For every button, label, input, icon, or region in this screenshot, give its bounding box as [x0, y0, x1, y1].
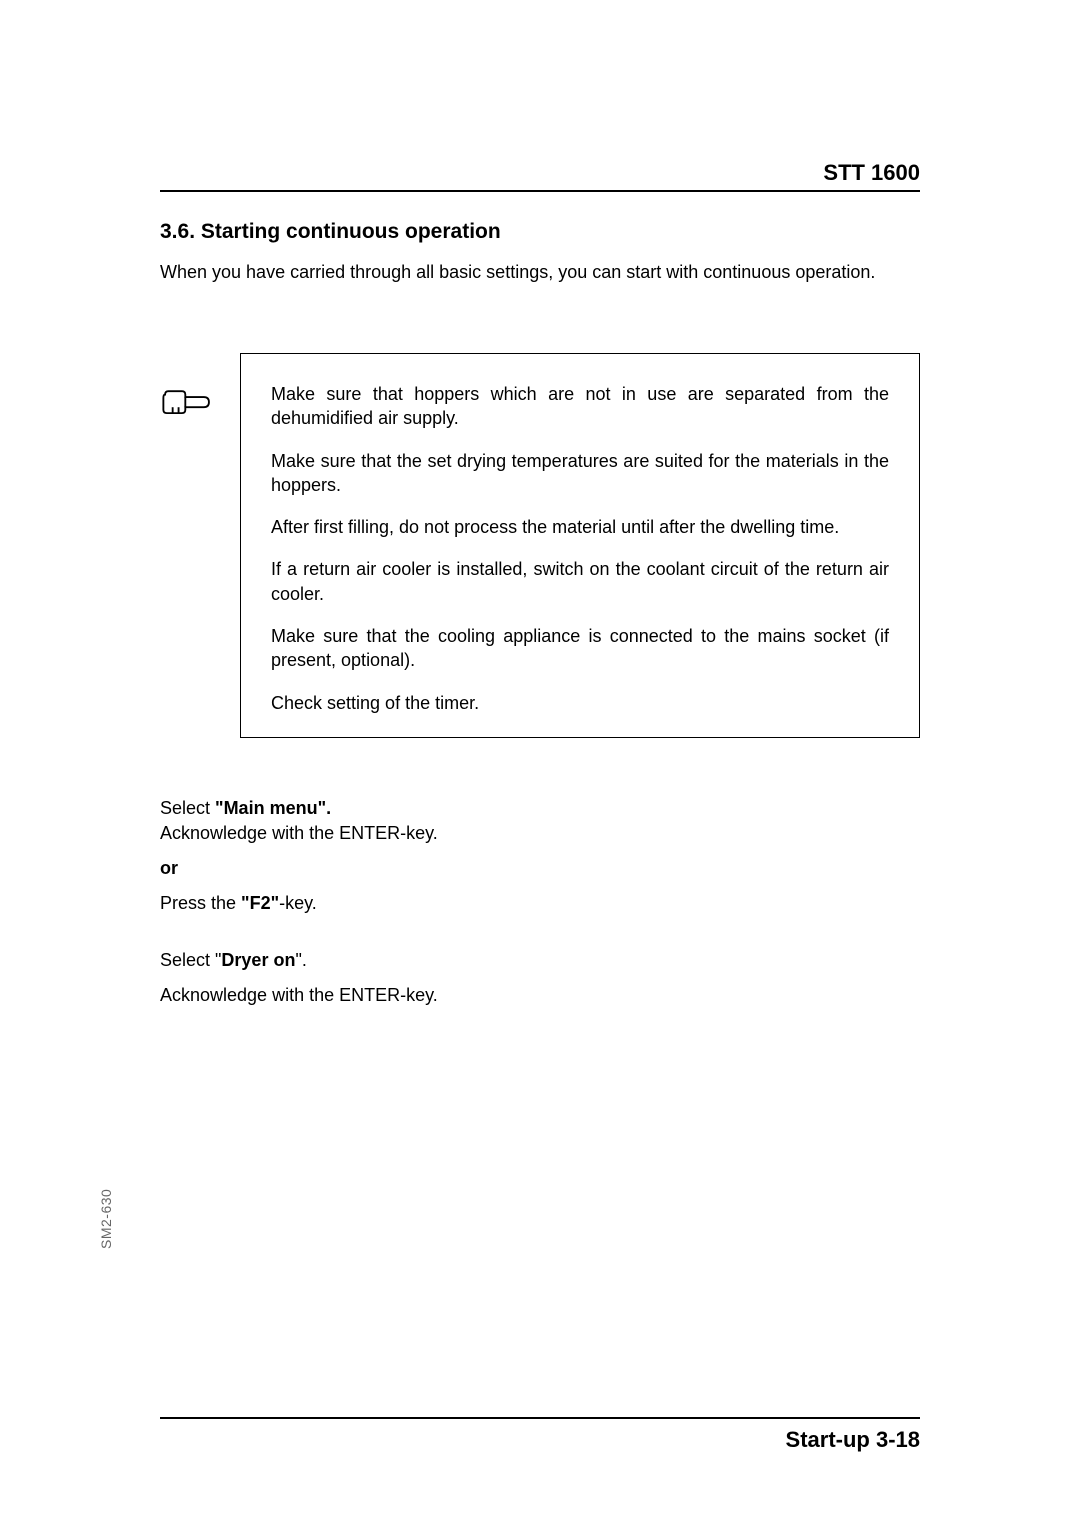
header-rule: STT 1600: [160, 160, 920, 192]
note-item: Make sure that the set drying temperatur…: [271, 449, 889, 498]
step-text: -key.: [279, 893, 317, 913]
step-bold: "Main menu".: [215, 798, 331, 818]
step-ack-enter: Acknowledge with the ENTER-key.: [160, 823, 920, 844]
note-item: Make sure that hoppers which are not in …: [271, 382, 889, 431]
step-bold: "F2": [241, 893, 279, 913]
side-code: SM2-630: [98, 1189, 114, 1249]
step-or: or: [160, 858, 920, 879]
note-row: Make sure that hoppers which are not in …: [160, 353, 920, 738]
point-right-icon: [160, 353, 240, 428]
header-model: STT 1600: [823, 160, 920, 185]
step-text: ".: [295, 950, 306, 970]
step-text: Press the: [160, 893, 241, 913]
step-select-main-menu: Select "Main menu".: [160, 798, 920, 819]
step-bold: Dryer on: [221, 950, 295, 970]
note-item: If a return air cooler is installed, swi…: [271, 557, 889, 606]
step-select-dryer-on: Select "Dryer on".: [160, 950, 920, 971]
section-intro: When you have carried through all basic …: [160, 262, 920, 283]
step-text: Select: [160, 798, 215, 818]
footer: Start-up 3-18: [160, 1417, 920, 1453]
step-ack-enter-2: Acknowledge with the ENTER-key.: [160, 985, 920, 1006]
note-box: Make sure that hoppers which are not in …: [240, 353, 920, 738]
step-press-f2: Press the "F2"-key.: [160, 893, 920, 914]
spacer: [160, 918, 920, 950]
note-item: Check setting of the timer.: [271, 691, 889, 715]
step-text: Select ": [160, 950, 221, 970]
footer-label: Start-up 3-18: [786, 1427, 920, 1452]
note-item: After first filling, do not process the …: [271, 515, 889, 539]
footer-rule: Start-up 3-18: [160, 1417, 920, 1453]
page: STT 1600 3.6. Starting continuous operat…: [0, 0, 1080, 1525]
note-item: Make sure that the cooling appliance is …: [271, 624, 889, 673]
section-title: 3.6. Starting continuous operation: [160, 220, 920, 244]
